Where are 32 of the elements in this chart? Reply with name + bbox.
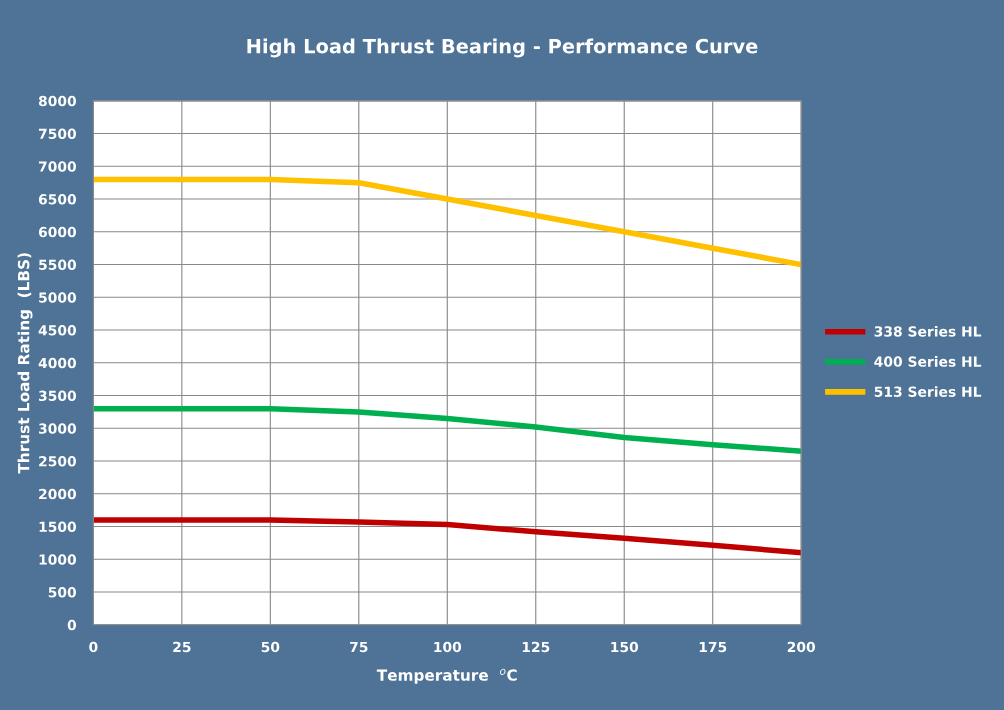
y-tick-label: 2000 (39, 488, 77, 500)
x-axis-title: Temperature $^{o}$C (376, 668, 517, 684)
y-tick-label: 500 (48, 587, 77, 598)
y-tick-label: 5000 (39, 292, 77, 303)
y-tick-label: 4000 (38, 357, 77, 369)
x-tick-label: 0 (89, 641, 98, 653)
legend-label: 338 Series HL (874, 325, 982, 337)
x-tick-label: 50 (261, 641, 280, 653)
y-tick-label: 8000 (38, 95, 77, 107)
y-tick-label: 7000 (38, 161, 77, 172)
y-tick-label: 1500 (39, 521, 77, 533)
x-tick-label: 125 (522, 641, 550, 653)
y-tick-label: 5500 (39, 259, 77, 271)
legend-label: 400 Series HL (874, 356, 982, 367)
y-tick-label: 2500 (39, 456, 77, 467)
legend-label: 513 Series HL (874, 386, 982, 397)
y-tick-label: 4500 (38, 325, 77, 336)
x-tick-label: 75 (350, 641, 368, 653)
x-tick-label: 200 (787, 641, 816, 653)
chart-title: High Load Thrust Bearing - Performance Curve (247, 38, 758, 58)
y-tick-label: 6000 (38, 226, 77, 238)
y-tick-label: 6500 (38, 194, 77, 205)
x-tick-label: 25 (173, 641, 191, 653)
x-tick-label: 175 (699, 641, 727, 653)
y-tick-label: 1000 (39, 554, 77, 565)
y-tick-label: 7500 (38, 128, 77, 140)
y-axis-title: Thrust Load Rating (LBS) (17, 253, 33, 474)
y-tick-label: 3000 (38, 423, 77, 434)
y-tick-label: 0 (67, 619, 77, 631)
x-tick-label: 100 (434, 641, 462, 653)
x-tick-label: 150 (611, 641, 639, 653)
y-tick-label: 3500 (38, 390, 77, 402)
